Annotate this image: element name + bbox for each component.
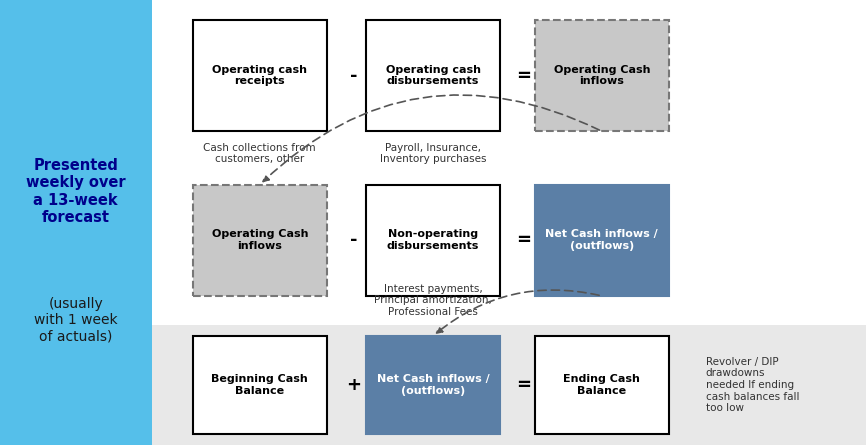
Text: (usually
with 1 week
of actuals): (usually with 1 week of actuals) — [34, 297, 118, 344]
Text: Non-operating
disbursements: Non-operating disbursements — [387, 230, 479, 251]
Text: -: - — [350, 67, 357, 85]
FancyBboxPatch shape — [365, 185, 501, 296]
Text: Presented
weekly over
a 13-week
forecast: Presented weekly over a 13-week forecast — [26, 158, 126, 225]
Text: Payroll, Insurance,
Inventory purchases: Payroll, Insurance, Inventory purchases — [380, 143, 486, 164]
FancyBboxPatch shape — [365, 336, 501, 434]
Text: Interest payments,
Principal amortization,
Professional Fees: Interest payments, Principal amortizatio… — [374, 284, 492, 317]
FancyBboxPatch shape — [192, 185, 326, 296]
Text: +: + — [346, 376, 361, 394]
FancyBboxPatch shape — [534, 185, 669, 296]
Text: =: = — [516, 67, 532, 85]
FancyBboxPatch shape — [365, 20, 501, 131]
Text: Net Cash inflows /
(outflows): Net Cash inflows / (outflows) — [377, 374, 489, 396]
Text: =: = — [516, 231, 532, 249]
Text: Operating Cash
inflows: Operating Cash inflows — [211, 230, 308, 251]
FancyBboxPatch shape — [0, 0, 152, 445]
FancyBboxPatch shape — [534, 20, 669, 131]
FancyBboxPatch shape — [192, 20, 326, 131]
Text: Operating cash
disbursements: Operating cash disbursements — [385, 65, 481, 86]
FancyArrowPatch shape — [436, 290, 599, 333]
Text: Operating Cash
inflows: Operating Cash inflows — [553, 65, 650, 86]
Text: Revolver / DIP
drawdowns
needed If ending
cash balances fall
too low: Revolver / DIP drawdowns needed If endin… — [706, 357, 799, 413]
Text: =: = — [516, 376, 532, 394]
FancyBboxPatch shape — [152, 325, 866, 445]
FancyBboxPatch shape — [534, 336, 669, 434]
FancyBboxPatch shape — [192, 336, 326, 434]
Text: Beginning Cash
Balance: Beginning Cash Balance — [211, 374, 308, 396]
FancyArrowPatch shape — [263, 95, 599, 182]
Text: Net Cash inflows /
(outflows): Net Cash inflows / (outflows) — [546, 230, 658, 251]
Text: -: - — [350, 231, 357, 249]
Text: Cash collections from
customers, other: Cash collections from customers, other — [204, 143, 316, 164]
Text: Ending Cash
Balance: Ending Cash Balance — [564, 374, 640, 396]
Text: Operating cash
receipts: Operating cash receipts — [212, 65, 307, 86]
